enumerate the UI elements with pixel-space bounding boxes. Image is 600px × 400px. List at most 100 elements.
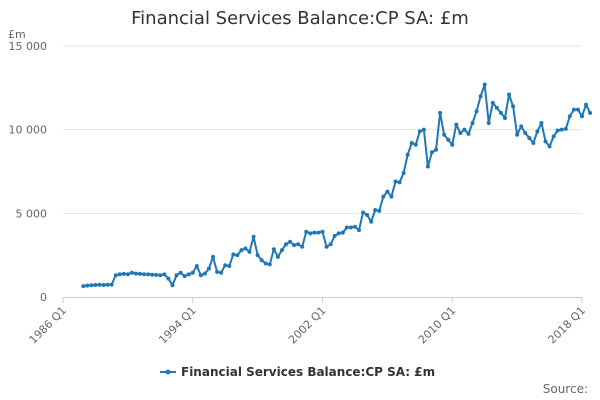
data-point <box>352 224 357 229</box>
data-point <box>158 273 163 278</box>
data-point <box>519 124 524 129</box>
data-point <box>247 249 252 254</box>
data-point <box>292 243 297 248</box>
data-point <box>150 272 155 277</box>
data-point <box>304 229 309 234</box>
data-point <box>490 100 495 105</box>
data-point <box>97 282 102 287</box>
y-tick-label: 10 000 <box>9 124 48 137</box>
data-point <box>190 270 195 275</box>
data-point <box>166 276 171 281</box>
data-point <box>575 107 580 112</box>
data-point <box>174 273 179 278</box>
data-point <box>450 142 455 147</box>
data-point <box>223 263 228 268</box>
legend[interactable]: Financial Services Balance:CP SA: £m <box>160 365 435 379</box>
x-tick-label: 2010 Q1 <box>416 304 459 347</box>
data-point <box>348 225 353 230</box>
data-point <box>446 137 451 142</box>
series-line <box>83 83 592 288</box>
data-point <box>535 129 540 134</box>
data-point <box>178 270 183 275</box>
data-point <box>401 171 406 176</box>
data-point <box>328 242 333 247</box>
data-point <box>365 213 370 218</box>
data-point <box>580 114 584 119</box>
data-point <box>194 264 199 269</box>
data-point <box>377 208 382 213</box>
data-point <box>138 271 143 276</box>
data-point <box>93 282 98 287</box>
data-point <box>393 179 398 184</box>
data-point <box>515 132 520 137</box>
data-point <box>389 194 394 199</box>
data-point <box>170 283 175 288</box>
data-point <box>142 272 147 277</box>
x-tick-label: 2002 Q1 <box>286 304 329 347</box>
data-point <box>101 282 106 287</box>
data-point <box>494 105 499 110</box>
legend-label: Financial Services Balance:CP SA: £m <box>181 365 435 379</box>
data-point <box>271 247 276 252</box>
series-group <box>81 82 593 289</box>
data-point <box>284 242 289 247</box>
data-point <box>442 132 447 137</box>
data-point <box>563 126 568 131</box>
data-point <box>340 230 345 235</box>
data-point <box>421 127 426 132</box>
data-point <box>133 271 138 276</box>
data-point <box>215 269 220 274</box>
data-point <box>105 282 110 287</box>
data-point <box>486 120 491 125</box>
data-point <box>369 219 374 224</box>
data-point <box>454 122 459 127</box>
data-point <box>81 284 86 289</box>
data-point <box>312 230 317 235</box>
data-point <box>324 244 329 249</box>
data-point <box>502 115 507 120</box>
data-point <box>121 271 126 276</box>
data-point <box>336 231 341 236</box>
data-point <box>202 271 207 276</box>
data-point <box>279 248 284 253</box>
data-point <box>267 262 272 267</box>
x-tick-label: 1986 Q1 <box>27 304 70 347</box>
data-point <box>470 120 475 125</box>
data-point <box>584 102 589 107</box>
data-point <box>429 150 434 155</box>
data-point <box>344 225 349 230</box>
data-point <box>235 253 240 258</box>
data-point <box>227 264 232 269</box>
data-point <box>373 207 378 212</box>
chart-title: Financial Services Balance:CP SA: £m <box>131 8 469 29</box>
data-point <box>385 189 390 194</box>
data-point <box>478 94 483 99</box>
data-point <box>438 110 443 115</box>
data-point <box>551 134 556 139</box>
data-point <box>531 141 536 146</box>
data-point <box>320 229 325 234</box>
y-tick-label: 0 <box>40 291 47 304</box>
data-point <box>567 114 572 119</box>
data-point <box>361 210 366 215</box>
gridlines <box>63 45 582 214</box>
data-point <box>356 228 361 233</box>
data-point <box>425 164 430 169</box>
data-point <box>154 272 159 277</box>
data-point <box>413 142 418 147</box>
data-point <box>85 283 90 288</box>
data-point <box>198 273 203 278</box>
data-point <box>417 129 422 134</box>
data-point <box>89 283 94 288</box>
data-point <box>409 141 414 146</box>
data-point <box>466 131 471 136</box>
data-point <box>129 270 134 275</box>
data-point <box>434 147 439 152</box>
data-point <box>458 131 463 136</box>
data-point <box>239 248 244 253</box>
data-point <box>231 252 236 257</box>
x-tick-label: 2018 Q1 <box>546 304 589 347</box>
data-point <box>263 261 268 266</box>
data-point <box>162 272 167 277</box>
